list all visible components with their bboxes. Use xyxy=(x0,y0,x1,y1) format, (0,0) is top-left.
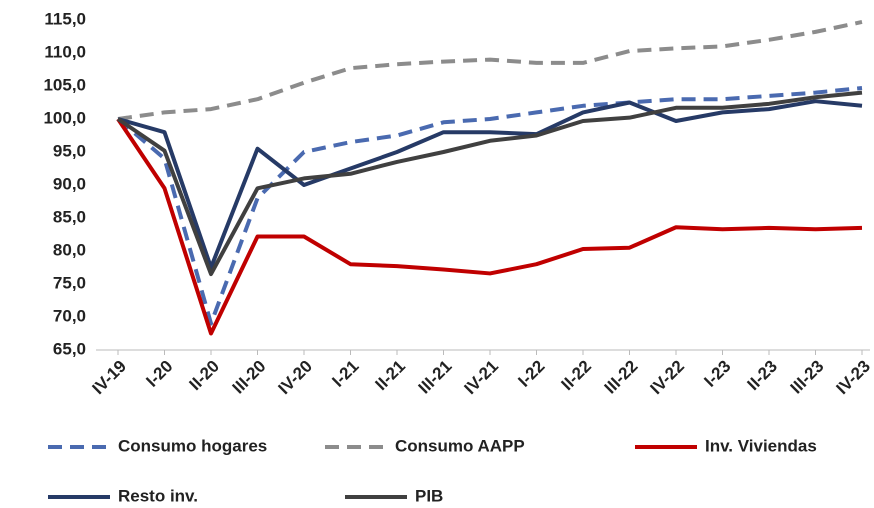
x-tick-label: IV-21 xyxy=(460,357,502,399)
x-tick-label: II-21 xyxy=(372,357,409,394)
x-tick-label: III-20 xyxy=(229,357,270,398)
y-tick-label: 95,0 xyxy=(53,141,86,160)
series-line xyxy=(117,99,863,270)
legend-label: Inv. Viviendas xyxy=(705,436,817,455)
y-tick-label: 85,0 xyxy=(53,207,86,226)
legend-label: PIB xyxy=(415,486,443,505)
x-tick-label: I-23 xyxy=(700,357,734,391)
x-tick-label: I-22 xyxy=(514,357,548,391)
x-tick-label: III-23 xyxy=(787,357,828,398)
y-tick-label: 105,0 xyxy=(43,75,86,94)
x-tick-label: IV-23 xyxy=(832,357,874,399)
x-tick-label: III-21 xyxy=(415,357,456,398)
y-tick-label: 65,0 xyxy=(53,339,86,358)
legend-label: Consumo hogares xyxy=(118,436,267,455)
y-tick-label: 115,0 xyxy=(44,9,86,28)
series-line xyxy=(117,20,863,121)
y-tick-label: 80,0 xyxy=(53,240,86,259)
y-tick-label: 110,0 xyxy=(44,42,86,61)
x-tick-label: I-21 xyxy=(328,357,362,391)
x-tick-label: IV-20 xyxy=(274,357,316,399)
y-tick-label: 100,0 xyxy=(43,108,86,127)
x-tick-label: I-20 xyxy=(142,357,176,391)
x-tick-label: II-23 xyxy=(744,357,781,394)
x-tick-label: IV-22 xyxy=(646,357,688,399)
series-line xyxy=(116,85,863,326)
y-tick-label: 75,0 xyxy=(53,273,86,292)
x-tick-label: III-22 xyxy=(601,357,642,398)
x-tick-label: II-22 xyxy=(558,357,595,394)
x-tick-label: IV-19 xyxy=(88,357,130,399)
series-line xyxy=(116,90,863,277)
legend-label: Resto inv. xyxy=(118,486,198,505)
y-tick-label: 70,0 xyxy=(53,306,86,325)
series-line xyxy=(116,117,863,336)
y-tick-label: 90,0 xyxy=(53,174,86,193)
legend-label: Consumo AAPP xyxy=(395,436,525,455)
x-tick-label: II-20 xyxy=(186,357,223,394)
